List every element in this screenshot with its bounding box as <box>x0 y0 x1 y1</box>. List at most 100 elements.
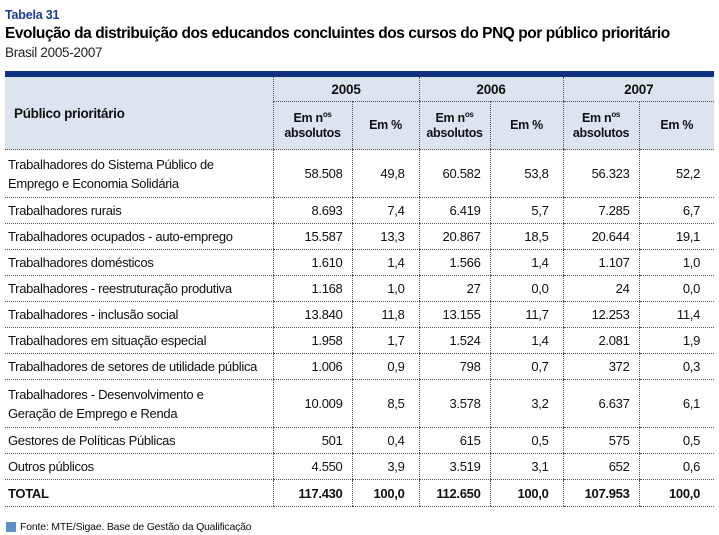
cell-pct-2007: 6,7 <box>638 197 715 224</box>
cell-pct-2005: 8,5 <box>351 379 420 428</box>
row-label: Trabalhadores de setores de utilidade pú… <box>5 353 273 380</box>
column-header-abs-2006: Em nos absolutos <box>418 101 491 150</box>
abs-header-text: absolutos <box>426 125 483 140</box>
cell-abs-2006: 60.582 <box>418 149 491 198</box>
row-label: Trabalhadores - reestruturação produtiva <box>5 275 273 302</box>
table-top-rule <box>5 71 714 77</box>
table-row: Gestores de Políticas Públicas 501 0,4 6… <box>5 427 715 454</box>
cell-pct-2007: 0,3 <box>638 353 715 380</box>
table-row: Trabalhadores - Desenvolvimento e Geração… <box>5 379 715 428</box>
column-header-abs-2007: Em nos absolutos <box>562 101 640 150</box>
row-label: Gestores de Políticas Públicas <box>5 427 273 454</box>
cell-abs-2007: 2.081 <box>562 327 640 354</box>
row-label: Outros públicos <box>5 453 273 480</box>
cell-pct-2007: 11,4 <box>638 301 715 328</box>
data-table: Público prioritário 2005 2006 2007 Em no… <box>5 77 715 507</box>
cell-abs-2007: 1.107 <box>562 249 640 276</box>
cell-pct-2005: 49,8 <box>351 149 420 198</box>
source-note: Fonte: MTE/Sigae. Base de Gestão da Qual… <box>6 521 714 535</box>
cell-pct-2007: 0,0 <box>638 275 715 302</box>
cell-pct-2006: 1,4 <box>489 327 564 354</box>
source-line: Fonte: MTE/Sigae. Base de Gestão da Qual… <box>20 521 252 533</box>
cell-pct-2006: 18,5 <box>489 223 564 250</box>
page-subtitle: Brasil 2005-2007 <box>5 45 103 60</box>
cell-pct-2007: 0,5 <box>638 427 715 454</box>
cell-abs-2006: 3.578 <box>418 379 491 428</box>
cell-abs-2007: 56.323 <box>562 149 640 198</box>
column-header-abs-2005: Em nos absolutos <box>272 101 352 150</box>
table-row: Trabalhadores domésticos 1.610 1,4 1.566… <box>5 249 715 276</box>
table-total-row: TOTAL 117.430 100,0 112.650 100,0 107.95… <box>5 479 715 507</box>
total-abs-2006: 112.650 <box>418 479 491 507</box>
row-label: Trabalhadores - inclusão social <box>5 301 273 328</box>
page-title: Evolução da distribuição dos educandos c… <box>5 25 670 42</box>
cell-abs-2005: 501 <box>272 427 352 454</box>
cell-pct-2006: 3,1 <box>489 453 564 480</box>
cell-pct-2005: 13,3 <box>351 223 420 250</box>
abs-header-superscript: os <box>464 109 474 119</box>
cell-pct-2006: 11,7 <box>489 301 564 328</box>
cell-abs-2006: 615 <box>418 427 491 454</box>
cell-pct-2006: 0,7 <box>489 353 564 380</box>
cell-abs-2005: 15.587 <box>272 223 352 250</box>
row-label: Trabalhadores - Desenvolvimento e Geração… <box>5 379 273 428</box>
source-marker-icon <box>6 522 16 532</box>
table-header-measure-row: Em nos absolutos Em % Em nos absolutos Em … <box>5 101 715 150</box>
cell-pct-2005: 1,0 <box>351 275 420 302</box>
cell-abs-2005: 4.550 <box>272 453 352 480</box>
column-header-publico-prioritario: Público prioritário <box>5 77 273 150</box>
cell-abs-2006: 798 <box>418 353 491 380</box>
cell-abs-2006: 27 <box>418 275 491 302</box>
cell-abs-2007: 20.644 <box>562 223 640 250</box>
table-row: Trabalhadores - reestruturação produtiva… <box>5 275 715 302</box>
cell-abs-2005: 1.958 <box>272 327 352 354</box>
cell-abs-2005: 1.168 <box>272 275 352 302</box>
cell-abs-2007: 12.253 <box>562 301 640 328</box>
table-row: Outros públicos 4.550 3,9 3.519 3,1 652 … <box>5 453 715 480</box>
table-number-label: Tabela 31 <box>5 8 60 22</box>
cell-pct-2005: 11,8 <box>351 301 420 328</box>
cell-pct-2006: 0,5 <box>489 427 564 454</box>
cell-abs-2006: 20.867 <box>418 223 491 250</box>
abs-header-text: absolutos <box>284 125 341 140</box>
abs-header-text: Em n <box>293 110 323 125</box>
cell-abs-2005: 1.006 <box>272 353 352 380</box>
row-label: Trabalhadores ocupados - auto-emprego <box>5 223 273 250</box>
column-header-pct-2005: Em % <box>351 101 420 150</box>
year-header-2007: 2007 <box>562 77 715 102</box>
row-label: Trabalhadores do Sistema Público de Empre… <box>5 149 273 198</box>
cell-abs-2005: 1.610 <box>272 249 352 276</box>
cell-pct-2006: 1,4 <box>489 249 564 276</box>
year-header-2005: 2005 <box>272 77 420 102</box>
total-pct-2006: 100,0 <box>489 479 564 507</box>
year-header-2006: 2006 <box>418 77 564 102</box>
column-header-pct-2006: Em % <box>489 101 564 150</box>
abs-header-superscript: os <box>611 109 621 119</box>
cell-abs-2006: 3.519 <box>418 453 491 480</box>
table-row: Trabalhadores ocupados - auto-emprego 15… <box>5 223 715 250</box>
cell-abs-2006: 13.155 <box>418 301 491 328</box>
cell-abs-2007: 372 <box>562 353 640 380</box>
cell-pct-2005: 7,4 <box>351 197 420 224</box>
total-abs-2007: 107.953 <box>562 479 640 507</box>
cell-abs-2006: 1.566 <box>418 249 491 276</box>
cell-abs-2005: 8.693 <box>272 197 352 224</box>
cell-abs-2006: 1.524 <box>418 327 491 354</box>
table-row: Trabalhadores - inclusão social 13.840 1… <box>5 301 715 328</box>
cell-pct-2007: 19,1 <box>638 223 715 250</box>
cell-pct-2005: 1,7 <box>351 327 420 354</box>
cell-pct-2005: 0,9 <box>351 353 420 380</box>
cell-pct-2007: 6,1 <box>638 379 715 428</box>
cell-abs-2007: 575 <box>562 427 640 454</box>
table-header-year-row: Público prioritário 2005 2006 2007 <box>5 77 715 150</box>
table-row: Trabalhadores em situação especial 1.958… <box>5 327 715 354</box>
table-row: Trabalhadores rurais 8.693 7,4 6.419 5,7… <box>5 197 715 224</box>
cell-abs-2007: 7.285 <box>562 197 640 224</box>
table-row: Trabalhadores de setores de utilidade pú… <box>5 353 715 380</box>
cell-pct-2007: 0,6 <box>638 453 715 480</box>
cell-pct-2006: 3,2 <box>489 379 564 428</box>
total-abs-2005: 117.430 <box>272 479 352 507</box>
abs-header-text: absolutos <box>572 125 630 140</box>
total-pct-2007: 100,0 <box>638 479 715 507</box>
